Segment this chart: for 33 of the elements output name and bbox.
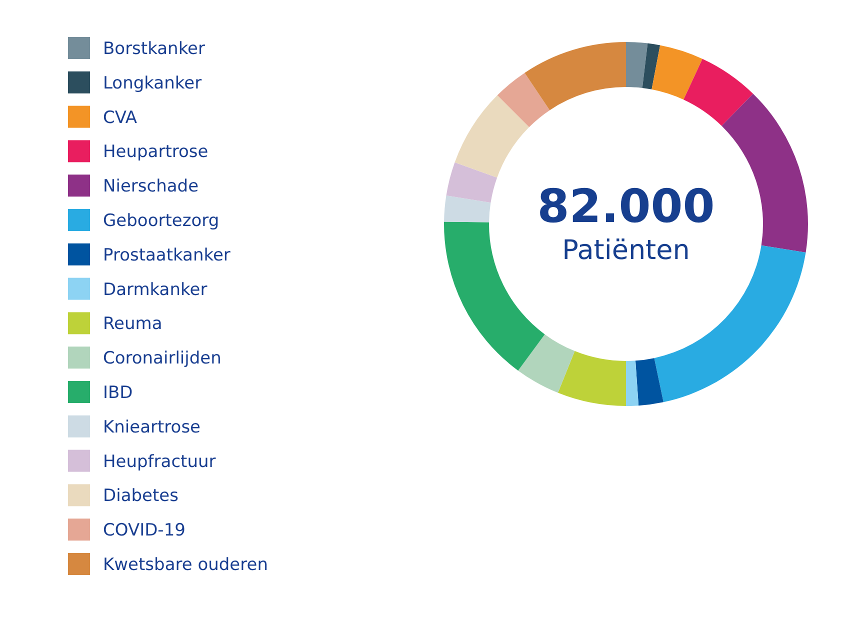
- legend-label: Prostaatkanker: [103, 245, 230, 266]
- donut-slice: [454, 95, 530, 178]
- legend-label: Heupfractuur: [103, 452, 216, 472]
- donut-slice: [684, 58, 754, 126]
- donut-slice: [444, 222, 545, 371]
- donut-slice: [635, 358, 664, 406]
- legend-label: Diabetes: [103, 486, 179, 506]
- legend-label: COVID-19: [103, 520, 186, 541]
- legend-label: Heupartrose: [103, 142, 208, 162]
- donut-slice: [518, 334, 575, 393]
- donut-slice: [626, 360, 639, 406]
- legend-label: Geboortezorg: [103, 211, 220, 231]
- donut-slice: [722, 94, 808, 252]
- legend-label: Longkanker: [103, 73, 202, 94]
- legend-label: Darmkanker: [103, 280, 208, 300]
- legend-label: Nierschade: [103, 176, 199, 197]
- donut-slice: [446, 162, 498, 203]
- donut-slice: [652, 45, 702, 100]
- donut-slice: [626, 42, 648, 88]
- donut-slice: [497, 72, 550, 128]
- donut-slice: [558, 351, 626, 406]
- donut-slice: [524, 42, 626, 110]
- legend-label: Knieartrose: [103, 417, 201, 438]
- donut-slice: [444, 196, 491, 222]
- legend-label: Borstkanker: [103, 39, 206, 59]
- legend-label: Coronairlijden: [103, 348, 222, 369]
- text: 82.000: [537, 179, 715, 233]
- legend-label: Kwetsbare ouderen: [103, 555, 268, 575]
- text: Patiënten: [562, 235, 690, 266]
- legend-label: CVA: [103, 108, 138, 128]
- legend-label: Reuma: [103, 314, 162, 334]
- legend-label: IBD: [103, 383, 133, 403]
- donut-slice: [642, 43, 660, 90]
